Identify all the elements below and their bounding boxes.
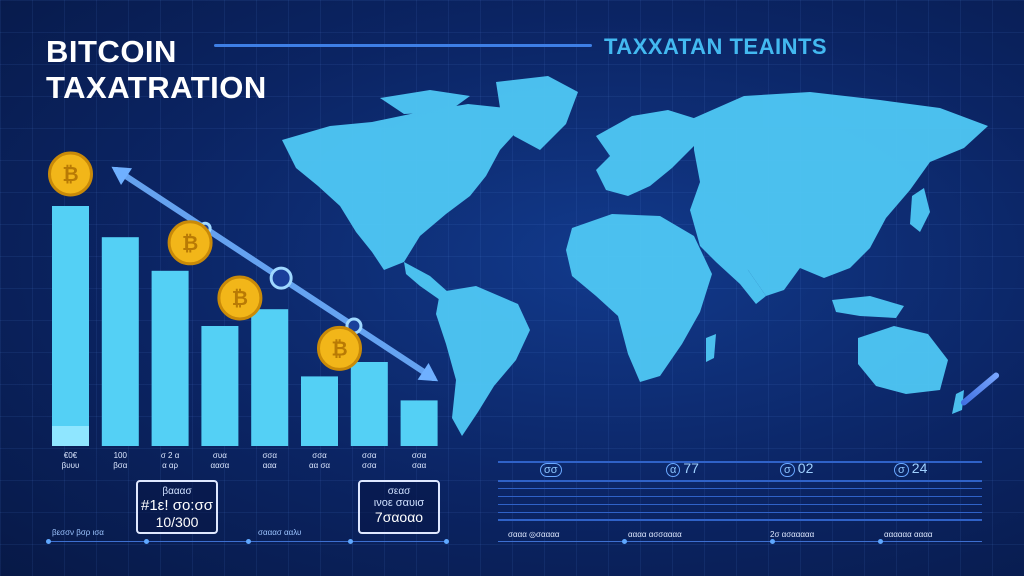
badge-icon: α xyxy=(666,463,681,477)
bar xyxy=(201,326,239,446)
tick-label: σσα xyxy=(312,451,327,460)
timeline-mid-label: σααασ ααλυ xyxy=(258,528,302,537)
map-asia xyxy=(690,92,988,296)
arrow-head-icon xyxy=(417,363,439,382)
right-box-caption: σεασ xyxy=(387,486,411,497)
bar xyxy=(350,362,388,446)
map-arctic-islands xyxy=(380,90,470,114)
table-footer-label: αααα ασσαααα xyxy=(628,530,682,539)
map-middle-east xyxy=(690,210,766,304)
table-header-cell: σσ xyxy=(540,460,565,477)
timeline-dot xyxy=(878,539,883,544)
tick-label: αα σα xyxy=(309,461,330,470)
tick-label: σαα xyxy=(412,461,427,470)
bar xyxy=(101,237,139,446)
table-header-cell: σ 02 xyxy=(780,460,814,477)
timeline-dot xyxy=(444,539,449,544)
left-info-box: βααασ #1ε! σο:σσ 10/300 xyxy=(136,480,218,534)
map-new-zealand xyxy=(952,390,964,414)
tick-label: βυυυ xyxy=(62,461,80,470)
table-header-value: 02 xyxy=(797,460,814,476)
bar xyxy=(301,376,338,446)
timeline-dot xyxy=(144,539,149,544)
table-footer-label: 2σ ασααααα xyxy=(770,530,815,539)
table-rule xyxy=(498,461,982,463)
tick-label: €0€ xyxy=(64,451,78,460)
svg-text:₿: ₿ xyxy=(62,162,78,186)
subtitle: TAXXATAN TEAINTS xyxy=(604,34,828,59)
bar xyxy=(400,400,438,446)
tick-label: βσα xyxy=(113,461,128,470)
tick-label: σ 2 α xyxy=(161,451,180,460)
timeline-dot xyxy=(246,539,251,544)
trend-node xyxy=(269,266,293,290)
tick-label: αασα xyxy=(210,461,229,470)
page-title: BITCOIN TAXATRATION xyxy=(46,34,267,106)
left-box-caption: βααασ xyxy=(162,486,192,497)
table-rule xyxy=(498,512,982,513)
table-header-value: 77 xyxy=(683,460,699,476)
bitcoin-icon: ₿ xyxy=(167,220,213,266)
tick-label: ααα xyxy=(263,461,277,470)
bitcoin-icon: ₿ xyxy=(317,325,362,371)
svg-text:₿: ₿ xyxy=(331,336,347,360)
tick-label: σσα xyxy=(362,461,377,470)
title-line-1: BITCOIN xyxy=(46,34,177,69)
badge-icon: σσ xyxy=(540,463,562,477)
table-header-value: 24 xyxy=(911,460,928,476)
bitcoin-icon: ₿ xyxy=(217,275,263,321)
title-divider xyxy=(214,44,592,47)
svg-text:₿: ₿ xyxy=(182,231,198,255)
timeline-dot xyxy=(770,539,775,544)
bar xyxy=(52,206,89,446)
badge-icon: σ xyxy=(780,463,795,477)
timeline-dot xyxy=(348,539,353,544)
map-greenland xyxy=(496,76,578,150)
left-box-line: #1ε! σο:σσ xyxy=(141,497,213,514)
map-africa xyxy=(566,214,712,382)
table-rule xyxy=(498,504,982,505)
right-box-value: 7σαοαο xyxy=(374,509,424,525)
world-map xyxy=(282,76,988,436)
map-australia xyxy=(858,326,948,394)
tick-label: σσα xyxy=(412,451,427,460)
bar-base-highlight xyxy=(52,426,89,446)
badge-icon: σ xyxy=(894,463,909,477)
tick-label: σσα xyxy=(262,451,277,460)
timeline-left-label: βεσσν βσρ ισα xyxy=(52,528,104,537)
map-madagascar xyxy=(706,334,716,362)
tick-label: συα xyxy=(213,451,227,460)
map-central-america xyxy=(404,262,448,300)
map-europe xyxy=(596,110,700,196)
tax-table: σσ α 77 σ 02 σ 24 xyxy=(498,458,982,521)
tick-label: α αρ xyxy=(162,461,178,470)
table-bottom-axis xyxy=(498,541,982,542)
bar xyxy=(251,309,289,446)
table-rule xyxy=(498,488,982,489)
right-box-line: ινοε σαυισ xyxy=(373,497,425,509)
arrow-tail-icon xyxy=(111,166,133,185)
table-rule xyxy=(498,480,982,482)
svg-text:₿: ₿ xyxy=(232,286,248,310)
table-header-cell: σ 24 xyxy=(894,460,928,477)
title-line-2: TAXATRATION xyxy=(46,70,267,105)
timeline-dot xyxy=(46,539,51,544)
table-rule xyxy=(498,519,982,521)
left-box-value: 10/300 xyxy=(155,514,199,530)
bitcoin-icon: ₿ xyxy=(48,151,93,197)
tick-label: 100 xyxy=(114,451,128,460)
table-footer-label: σααα ◎σαααα xyxy=(508,530,560,539)
table-footer-label: αααααα αααα xyxy=(884,530,933,539)
map-se-asia-islands xyxy=(832,296,904,318)
map-japan xyxy=(910,188,930,232)
bar xyxy=(151,270,189,446)
map-south-america xyxy=(436,286,530,436)
table-header-cell: α 77 xyxy=(666,460,699,477)
table-rule xyxy=(498,496,982,497)
right-info-box: σεασ ινοε σαυισ 7σαοαο xyxy=(358,480,440,534)
timeline-dot xyxy=(622,539,627,544)
tick-label: σσα xyxy=(362,451,377,460)
map-north-america xyxy=(282,104,520,270)
